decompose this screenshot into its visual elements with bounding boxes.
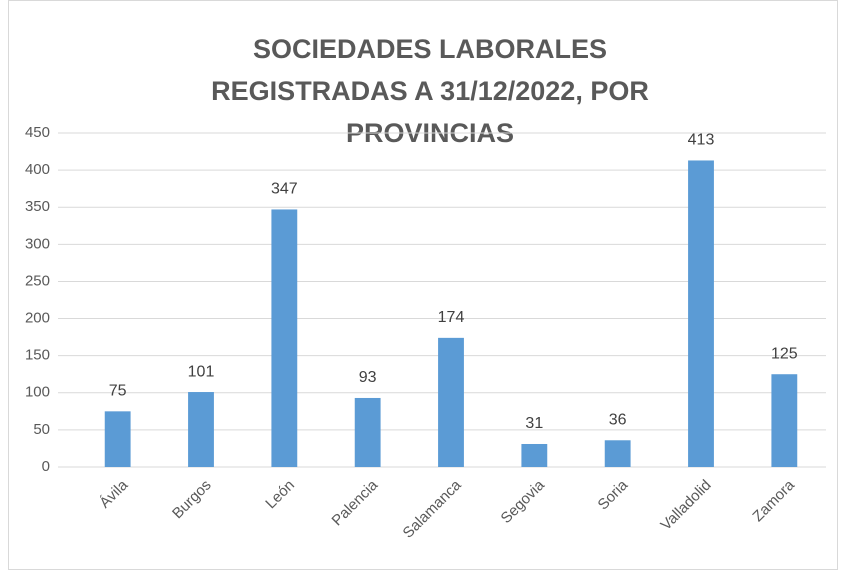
y-tick-label: 50 bbox=[33, 421, 50, 438]
y-tick-label: 450 bbox=[25, 124, 50, 141]
x-tick-label: Palencia bbox=[329, 476, 382, 529]
bar bbox=[771, 374, 798, 467]
y-tick-label: 300 bbox=[25, 235, 50, 252]
x-tick-label: Soria bbox=[595, 476, 632, 513]
value-label: 101 bbox=[188, 363, 215, 380]
x-tick-label: Ávila bbox=[96, 476, 131, 511]
x-tick-label: Salamanca bbox=[400, 476, 466, 542]
value-label: 75 bbox=[109, 383, 127, 400]
chart-title: SOCIEDADES LABORALES REGISTRADAS A 31/12… bbox=[211, 34, 649, 148]
bar bbox=[438, 337, 464, 467]
bar bbox=[188, 392, 214, 467]
value-label: 125 bbox=[771, 345, 798, 362]
y-tick-label: 100 bbox=[25, 384, 50, 401]
x-tick-label: Zamora bbox=[749, 476, 798, 525]
x-tick-label: Burgos bbox=[169, 477, 215, 523]
y-tick-label: 250 bbox=[25, 272, 50, 289]
value-label: 31 bbox=[525, 415, 543, 432]
value-label: 36 bbox=[609, 411, 627, 428]
value-label: 174 bbox=[438, 309, 465, 326]
y-tick-label: 200 bbox=[25, 310, 50, 327]
y-tick-label: 400 bbox=[25, 161, 50, 178]
bar bbox=[104, 411, 131, 467]
bar bbox=[604, 440, 631, 467]
x-tick-label: Segovia bbox=[498, 476, 549, 527]
chart-frame bbox=[8, 0, 838, 570]
value-label: 413 bbox=[688, 132, 715, 149]
x-tick-label: León bbox=[262, 477, 298, 513]
y-tick-label: 150 bbox=[25, 347, 50, 364]
value-label: 347 bbox=[271, 181, 298, 198]
x-tick-label: Valladolid bbox=[657, 477, 714, 534]
bar bbox=[354, 397, 381, 467]
bar bbox=[271, 209, 298, 467]
bar bbox=[521, 443, 548, 467]
y-tick-label: 350 bbox=[25, 198, 50, 215]
value-label: 93 bbox=[359, 369, 377, 386]
bar bbox=[688, 160, 714, 467]
y-tick-label: 0 bbox=[42, 458, 50, 475]
